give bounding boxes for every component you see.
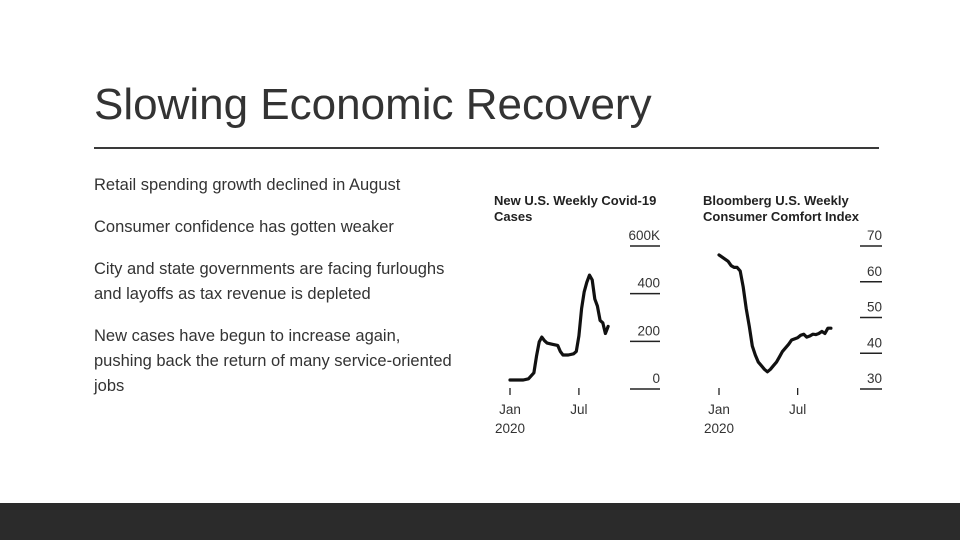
y-tick-label: 70 — [867, 228, 882, 243]
bullet-item: Retail spending growth declined in Augus… — [94, 176, 401, 194]
bullet-item: New cases have begun to increase again, … — [94, 327, 452, 395]
x-tick-label: Jan — [708, 402, 730, 417]
y-tick-label: 60 — [867, 264, 882, 279]
y-tick-label: 40 — [867, 335, 882, 350]
x-tick-label-year: 2020 — [704, 421, 734, 436]
charts-image: New U.S. Weekly Covid-19 Cases 600K 400 200 0… — [480, 180, 900, 450]
y-tick-label: 400 — [637, 276, 660, 291]
y-tick-label: 30 — [867, 371, 882, 386]
chart-title-line: Cases — [494, 209, 532, 224]
bullet-item: Consumer confidence has gotten weaker — [94, 218, 394, 236]
chart-title-line: Bloomberg U.S. Weekly — [703, 193, 849, 208]
y-tick-label: 50 — [867, 300, 882, 315]
footer-bar — [0, 503, 960, 540]
x-tick-label: Jul — [570, 402, 587, 417]
series-line — [508, 273, 610, 382]
chart-title-line: New U.S. Weekly Covid-19 — [494, 193, 656, 208]
bullet-item: City and state governments are facing fu… — [94, 260, 445, 303]
y-tick-label: 200 — [637, 323, 660, 338]
chart-title-line: Consumer Comfort Index — [703, 209, 860, 224]
slide-title: Slowing Economic Recovery — [94, 80, 652, 129]
x-tick-label: Jan — [499, 402, 521, 417]
y-tick-label: 600K — [628, 228, 660, 243]
bullet-list: Retail spending growth declined in Augus… — [94, 173, 454, 416]
x-tick-label-year: 2020 — [495, 421, 525, 436]
series-line — [717, 253, 833, 374]
title-divider — [94, 147, 879, 149]
y-tick-label: 0 — [652, 371, 660, 386]
x-tick-label: Jul — [789, 402, 806, 417]
